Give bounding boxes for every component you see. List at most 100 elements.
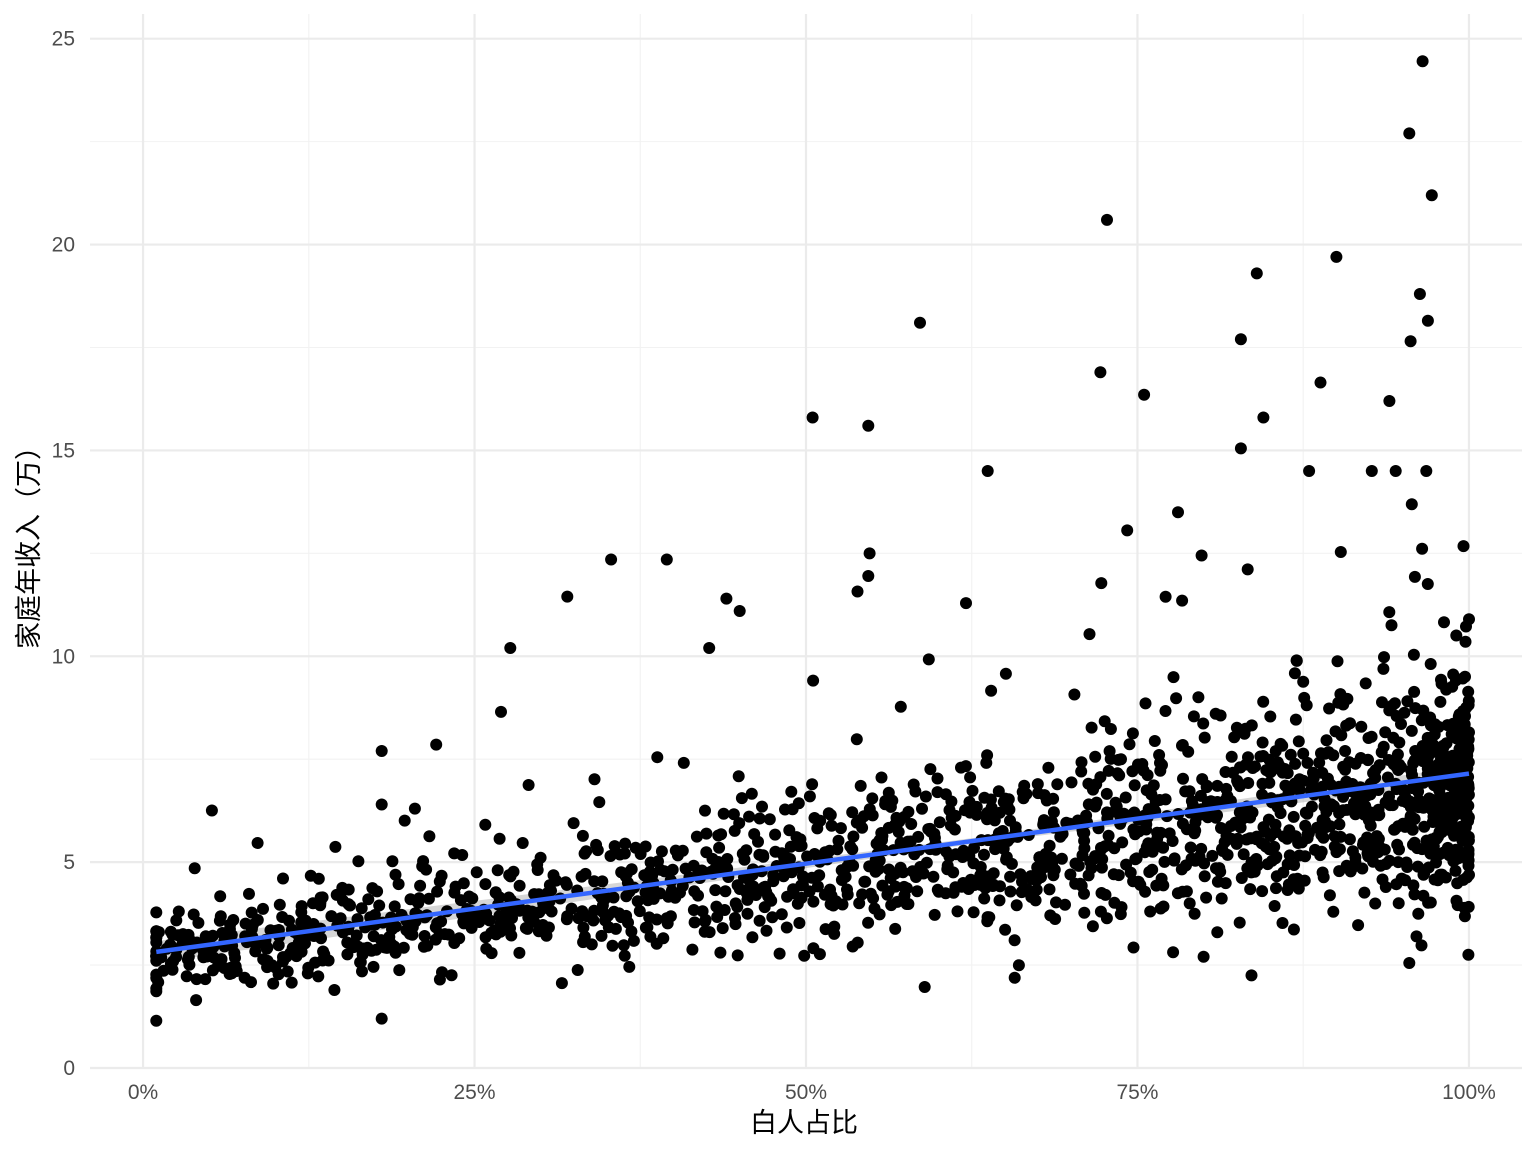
- scatter-point: [1459, 635, 1472, 648]
- scatter-point: [775, 908, 788, 921]
- scatter-point: [1320, 734, 1333, 747]
- scatter-point: [261, 941, 274, 954]
- scatter-point: [729, 912, 741, 924]
- scatter-point: [1428, 745, 1441, 758]
- scatter-point: [1444, 816, 1457, 829]
- scatter-point: [1438, 616, 1450, 629]
- scatter-point: [1460, 831, 1473, 844]
- scatter-point: [625, 925, 638, 938]
- scatter-point: [301, 967, 314, 980]
- scatter-point: [886, 794, 899, 807]
- scatter-point: [1030, 874, 1043, 887]
- grid: [90, 14, 1522, 1070]
- scatter-point: [347, 941, 360, 954]
- scatter-point: [280, 950, 293, 963]
- scatter-point: [1455, 820, 1468, 833]
- scatter-point: [806, 778, 819, 791]
- scatter-point: [785, 785, 798, 798]
- scatter-point: [1103, 745, 1116, 758]
- scatter-point: [1264, 710, 1277, 723]
- scatter-point: [623, 960, 636, 973]
- scatter-point: [1231, 774, 1244, 787]
- scatter-point: [1459, 670, 1471, 683]
- scatter-point: [1413, 288, 1426, 300]
- scatter-point: [1176, 817, 1189, 830]
- scatter-point: [766, 911, 779, 924]
- scatter-point: [1155, 872, 1168, 885]
- scatter-point: [1297, 675, 1310, 688]
- scatter-point: [503, 905, 516, 918]
- scatter-point: [866, 792, 879, 805]
- scatter-point: [1018, 779, 1031, 792]
- scatter-point: [378, 941, 391, 954]
- scatter-point: [1078, 906, 1091, 919]
- scatter-point: [445, 969, 458, 982]
- x-tick-label: 25%: [454, 1081, 496, 1104]
- scatter-point: [911, 885, 924, 898]
- scatter-point: [978, 848, 990, 861]
- scatter-point: [700, 827, 713, 840]
- scatter-point: [1009, 821, 1022, 834]
- scatter-point: [825, 819, 838, 832]
- scatter-point: [1054, 830, 1067, 843]
- scatter-point: [1274, 807, 1287, 820]
- scatter-point: [767, 875, 780, 888]
- scatter-point: [1192, 691, 1205, 704]
- scatter-point: [1408, 813, 1421, 825]
- scatter-point: [431, 917, 444, 930]
- scatter-point: [1072, 859, 1085, 872]
- scatter-point: [851, 936, 864, 949]
- scatter-point: [978, 791, 991, 804]
- scatter-point: [709, 884, 722, 897]
- scatter-point: [1269, 852, 1282, 865]
- scatter-point: [1121, 524, 1134, 537]
- scatter-point: [828, 920, 841, 933]
- scatter-point: [1127, 941, 1140, 954]
- scatter-point: [1084, 855, 1097, 868]
- scatter-point: [417, 940, 430, 953]
- scatter-point: [1107, 868, 1120, 881]
- scatter-point: [1429, 718, 1441, 731]
- x-tick-label: 75%: [1116, 1081, 1158, 1104]
- scatter-point: [555, 977, 568, 990]
- scatter-point: [328, 984, 341, 996]
- scatter-point: [1014, 868, 1027, 881]
- scatter-point: [1256, 736, 1269, 749]
- scatter-point: [882, 863, 895, 876]
- scatter-point: [1457, 540, 1470, 553]
- scatter-point: [700, 846, 713, 859]
- scatter-point: [1168, 854, 1181, 867]
- scatter-point: [1379, 881, 1392, 893]
- scatter-point: [847, 859, 860, 872]
- scatter-point: [666, 863, 679, 876]
- scatter-point: [1333, 818, 1346, 831]
- scatter-point: [733, 817, 746, 830]
- scatter-point: [1129, 853, 1142, 866]
- scatter-point: [1051, 778, 1064, 791]
- scatter-point: [710, 900, 723, 913]
- scatter-point: [1393, 758, 1406, 771]
- scatter-point: [1369, 897, 1382, 910]
- scatter-point: [773, 947, 786, 960]
- scatter-point: [1449, 757, 1461, 770]
- scatter-point: [1300, 699, 1313, 712]
- scatter-point: [1405, 498, 1418, 511]
- scatter-point: [1257, 695, 1270, 708]
- y-tick-label: 10: [52, 645, 75, 668]
- scatter-point: [356, 965, 368, 978]
- scatter-point: [1074, 877, 1087, 890]
- scatter-point: [1418, 820, 1431, 833]
- scatter-point: [963, 796, 976, 808]
- scatter-point: [1177, 772, 1189, 785]
- scatter-point: [1330, 250, 1343, 263]
- scatter-point: [844, 840, 857, 853]
- scatter-point: [894, 700, 907, 713]
- scatter-point: [1216, 843, 1228, 855]
- scatter-point: [251, 837, 264, 849]
- scatter-point: [590, 838, 603, 851]
- scatter-point: [847, 830, 860, 843]
- scatter-point: [223, 923, 236, 936]
- scatter-point: [1337, 790, 1350, 803]
- scatter-point: [1409, 702, 1422, 715]
- scatter-point: [1078, 834, 1091, 847]
